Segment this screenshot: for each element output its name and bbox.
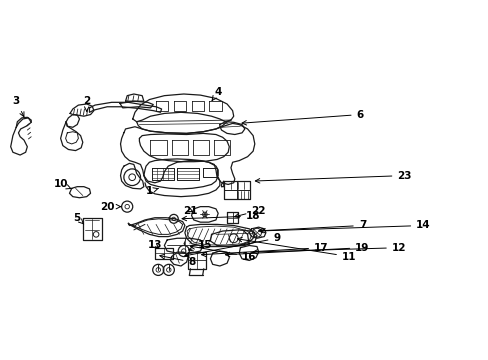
Text: 14: 14 [261,220,430,233]
Text: 5: 5 [74,213,83,224]
Text: 18: 18 [182,211,260,221]
Text: 10: 10 [53,179,71,189]
Text: 12: 12 [253,243,406,254]
Text: 6: 6 [242,109,363,125]
Text: 19: 19 [225,243,369,257]
Text: 21: 21 [183,206,197,216]
Text: 15: 15 [188,240,212,251]
Text: 16: 16 [190,245,256,262]
Text: 3: 3 [13,96,24,117]
Text: 23: 23 [255,171,411,183]
Text: 22: 22 [234,206,265,218]
Text: 7: 7 [258,220,366,233]
Text: 1: 1 [145,186,158,196]
Text: 4: 4 [212,87,222,100]
Text: 8: 8 [160,255,195,267]
Text: 9: 9 [184,233,280,257]
Text: 11: 11 [237,237,356,262]
Text: 20: 20 [100,202,121,212]
Text: 17: 17 [201,243,328,257]
Text: 13: 13 [147,240,162,251]
Text: 2: 2 [83,96,90,112]
